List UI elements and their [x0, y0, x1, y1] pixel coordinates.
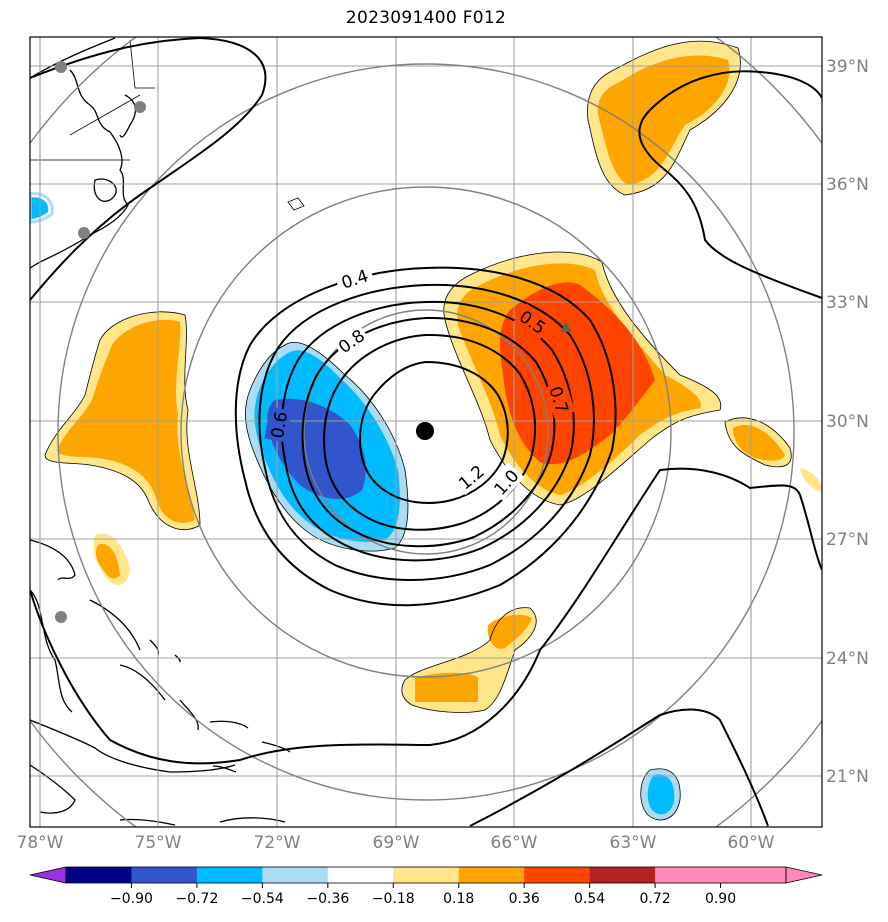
colorbar-tick-label: −0.72	[175, 891, 218, 907]
lon-tick-label: 63°W	[610, 833, 657, 853]
colorbar-tick-label: −0.90	[110, 891, 153, 907]
colorbar-cell	[393, 867, 460, 883]
state-borders	[30, 39, 155, 161]
colorbar-cell	[458, 867, 525, 883]
colorbar-tick-label: −0.54	[241, 891, 284, 907]
colorbar-tick-label: −0.36	[306, 891, 349, 907]
colorbar-cell	[589, 867, 656, 883]
lon-tick-labels: 78°W 75°W 72°W 69°W 66°W 63°W 60°W	[17, 833, 775, 853]
colorbar-cell	[131, 867, 198, 883]
station-dot	[78, 227, 90, 239]
lat-tick-label: 33°N	[826, 293, 869, 313]
station-dot	[55, 61, 67, 73]
field-outlines	[44, 40, 792, 821]
lat-tick-label: 27°N	[826, 530, 869, 550]
lon-tick-label: 75°W	[135, 833, 182, 853]
lon-tick-label: 60°W	[728, 833, 775, 853]
colorbar-tick-label: 0.36	[509, 891, 540, 907]
colorbar-cell	[262, 867, 329, 883]
lon-tick-label: 78°W	[17, 833, 64, 853]
lat-tick-label: 36°N	[826, 175, 869, 195]
contours	[30, 37, 822, 827]
colorbar-cell	[327, 867, 394, 883]
colorbar-extend-high	[785, 866, 823, 884]
colorbar: −0.90 −0.72 −0.54 −0.36 −0.18 0.18 0.36 0.54 0.7…	[29, 866, 823, 907]
station-dot	[134, 101, 146, 113]
station-dot	[55, 611, 67, 623]
lat-tick-label: 30°N	[826, 412, 869, 432]
triangle-marker	[560, 322, 572, 332]
contour-label-0.6: 0.6	[268, 410, 292, 440]
colorbar-cell	[720, 867, 787, 883]
lat-tick-label: 24°N	[826, 649, 869, 669]
colorbar-tick-label: 0.90	[705, 891, 736, 907]
colorbar-tick-label: 0.72	[640, 891, 671, 907]
lon-tick-label: 69°W	[373, 833, 420, 853]
station-dots	[55, 61, 146, 623]
colorbar-tick-label: 0.54	[574, 891, 605, 907]
colorbar-cell	[196, 867, 263, 883]
storm-center-dot	[416, 422, 434, 440]
colorbar-tick-label: 0.18	[443, 891, 474, 907]
colorbar-tick-label: −0.18	[372, 891, 415, 907]
lon-tick-label: 66°W	[491, 833, 538, 853]
colorbar-cell	[655, 867, 722, 883]
plot-frame	[29, 36, 823, 828]
lon-tick-label: 72°W	[254, 833, 301, 853]
map-title: 2023091400 F012	[345, 8, 507, 28]
colorbar-cell	[524, 867, 591, 883]
colorbar-cell	[66, 867, 132, 883]
lat-tick-label: 39°N	[826, 57, 869, 77]
lat-tick-labels: 39°N 36°N 33°N 30°N 27°N 24°N 21°N	[826, 57, 869, 787]
lat-tick-label: 21°N	[826, 767, 869, 787]
colorbar-extend-low	[29, 866, 67, 884]
